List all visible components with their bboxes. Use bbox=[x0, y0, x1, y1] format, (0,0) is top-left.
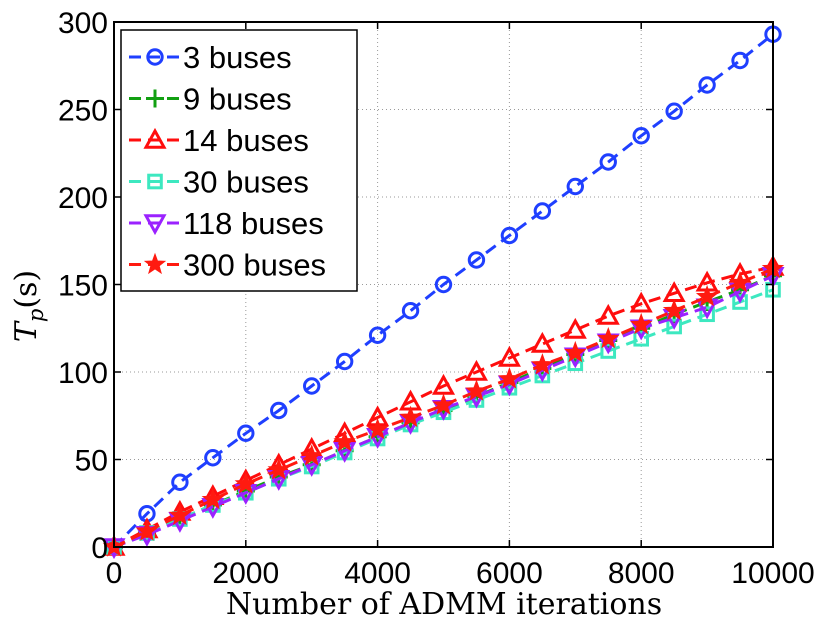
legend-label: 14 buses bbox=[183, 123, 309, 158]
legend-item: 3 buses bbox=[129, 40, 292, 75]
y-tick-label: 300 bbox=[58, 7, 108, 40]
data-point bbox=[600, 343, 617, 359]
x-tick-label: 0 bbox=[106, 557, 123, 590]
data-point bbox=[531, 353, 554, 375]
y-axis-title-rest: (s) bbox=[9, 270, 44, 309]
series-300-buses bbox=[102, 256, 785, 557]
series-line bbox=[113, 274, 774, 549]
y-tick-label: 50 bbox=[75, 445, 108, 478]
axis-ticks: 0 2000 4000 6000 8000 10000 0 50 100 150 200 250 300 bbox=[58, 7, 815, 590]
legend-marker bbox=[143, 127, 167, 149]
data-point bbox=[368, 326, 387, 344]
x-tick-label: 4000 bbox=[344, 557, 411, 590]
data-point bbox=[237, 424, 255, 442]
data-point bbox=[632, 127, 650, 145]
data-point bbox=[665, 102, 683, 120]
data-point bbox=[270, 401, 288, 420]
data-point bbox=[168, 503, 192, 526]
data-point bbox=[401, 302, 420, 320]
legend-label: 9 buses bbox=[183, 82, 292, 117]
data-point bbox=[204, 449, 222, 467]
data-point bbox=[464, 359, 488, 381]
legend-item: 118 buses bbox=[129, 206, 324, 241]
legend-item: 9 buses bbox=[129, 82, 292, 117]
data-point bbox=[630, 312, 653, 335]
data-point bbox=[201, 487, 225, 510]
y-tick-label: 200 bbox=[58, 182, 108, 215]
data-point bbox=[629, 291, 653, 313]
data-point bbox=[431, 373, 456, 395]
legend-marker bbox=[146, 48, 164, 66]
data-point bbox=[566, 177, 584, 196]
x-tick-label: 10000 bbox=[731, 557, 814, 590]
data-point bbox=[500, 226, 519, 245]
y-tick-label: 100 bbox=[58, 357, 108, 390]
x-tick-label: 6000 bbox=[476, 557, 543, 590]
data-point bbox=[597, 326, 620, 349]
data-point bbox=[434, 275, 453, 294]
data-point bbox=[467, 251, 486, 269]
data-point bbox=[699, 306, 715, 323]
data-point bbox=[300, 444, 323, 466]
data-point bbox=[731, 51, 749, 70]
legend: 3 buses 9 buses 14 buses 30 buses 118 buses 3… bbox=[120, 29, 358, 292]
y-axis-title-main: T bbox=[9, 320, 44, 342]
legend-item: 14 buses bbox=[129, 123, 309, 158]
series-line bbox=[112, 33, 774, 549]
data-point bbox=[333, 430, 356, 452]
legend-item: 300 buses bbox=[129, 248, 326, 283]
data-point bbox=[303, 377, 321, 395]
data-point bbox=[695, 284, 719, 307]
data-point bbox=[530, 331, 554, 353]
data-point bbox=[335, 352, 354, 371]
legend-marker bbox=[146, 89, 164, 108]
data-point bbox=[533, 202, 552, 220]
x-tick-label: 8000 bbox=[608, 557, 675, 590]
data-point bbox=[497, 345, 521, 367]
legend-label: 300 buses bbox=[183, 248, 326, 283]
data-point bbox=[366, 417, 389, 440]
y-axis-title-sub: p bbox=[24, 309, 48, 322]
data-point bbox=[662, 298, 686, 321]
data-point bbox=[498, 367, 521, 389]
x-tick-label: 2000 bbox=[212, 557, 279, 590]
y-tick-label: 250 bbox=[58, 95, 108, 128]
data-point bbox=[135, 519, 159, 541]
x-axis-title: Number of ADMM iterations bbox=[226, 587, 662, 620]
series-line bbox=[113, 267, 774, 549]
data-point bbox=[171, 473, 189, 491]
y-axis-title: Tp(s) bbox=[9, 270, 48, 342]
data-point bbox=[465, 379, 488, 401]
data-point bbox=[432, 393, 455, 415]
data-point bbox=[732, 294, 748, 310]
y-tick-label: 150 bbox=[58, 270, 108, 303]
data-point bbox=[599, 153, 617, 171]
data-point bbox=[633, 330, 650, 347]
legend-marker bbox=[143, 252, 167, 275]
data-point bbox=[267, 458, 290, 480]
legend-label: 118 buses bbox=[183, 206, 324, 241]
data-point bbox=[728, 270, 752, 293]
series-3-buses bbox=[105, 25, 782, 556]
data-point bbox=[563, 317, 587, 339]
series-line bbox=[113, 265, 774, 549]
data-point bbox=[399, 405, 422, 428]
legend-item: 30 buses bbox=[129, 165, 309, 200]
data-point bbox=[564, 340, 587, 363]
legend-label: 30 buses bbox=[183, 165, 309, 200]
legend-marker bbox=[143, 214, 167, 236]
data-point bbox=[666, 318, 682, 335]
data-point bbox=[698, 76, 716, 94]
legend-marker bbox=[147, 173, 163, 190]
data-point bbox=[596, 303, 620, 325]
plot-series bbox=[102, 25, 785, 560]
legend-label: 3 buses bbox=[183, 40, 292, 75]
legend-box bbox=[120, 29, 358, 292]
data-point bbox=[234, 472, 257, 494]
y-tick-label: 0 bbox=[91, 532, 108, 565]
